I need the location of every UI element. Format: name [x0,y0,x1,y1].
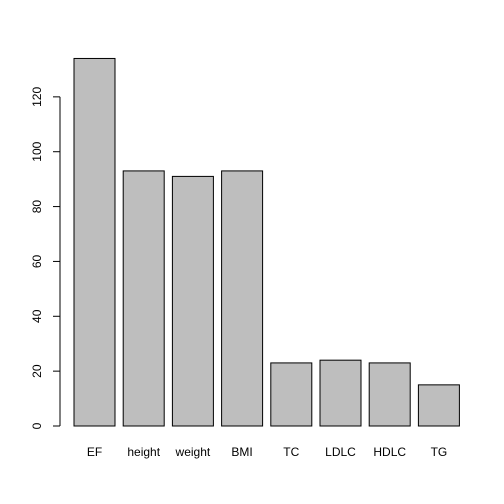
x-tick-label: weight [175,445,211,459]
y-tick-label: 80 [30,200,44,214]
bar [368,362,411,427]
x-tick-label: HDLC [373,445,406,459]
y-tick-label: 0 [30,422,44,429]
y-tick-label: 20 [30,364,44,378]
y-tick-label: 40 [30,309,44,323]
bar [122,170,165,427]
y-tick-label: 60 [30,254,44,268]
bar [417,384,460,427]
x-tick-label: height [127,445,160,459]
x-tick-label: TC [283,445,299,459]
y-tick-label: 100 [30,141,44,161]
bar [221,170,264,427]
bar [319,359,362,427]
bar [270,362,313,427]
y-tick-label: 120 [30,87,44,107]
bar [73,57,116,427]
bar [171,175,214,427]
x-tick-label: EF [87,445,102,459]
x-tick-label: TG [431,445,448,459]
x-tick-label: BMI [231,445,252,459]
x-tick-label: LDLC [325,445,356,459]
